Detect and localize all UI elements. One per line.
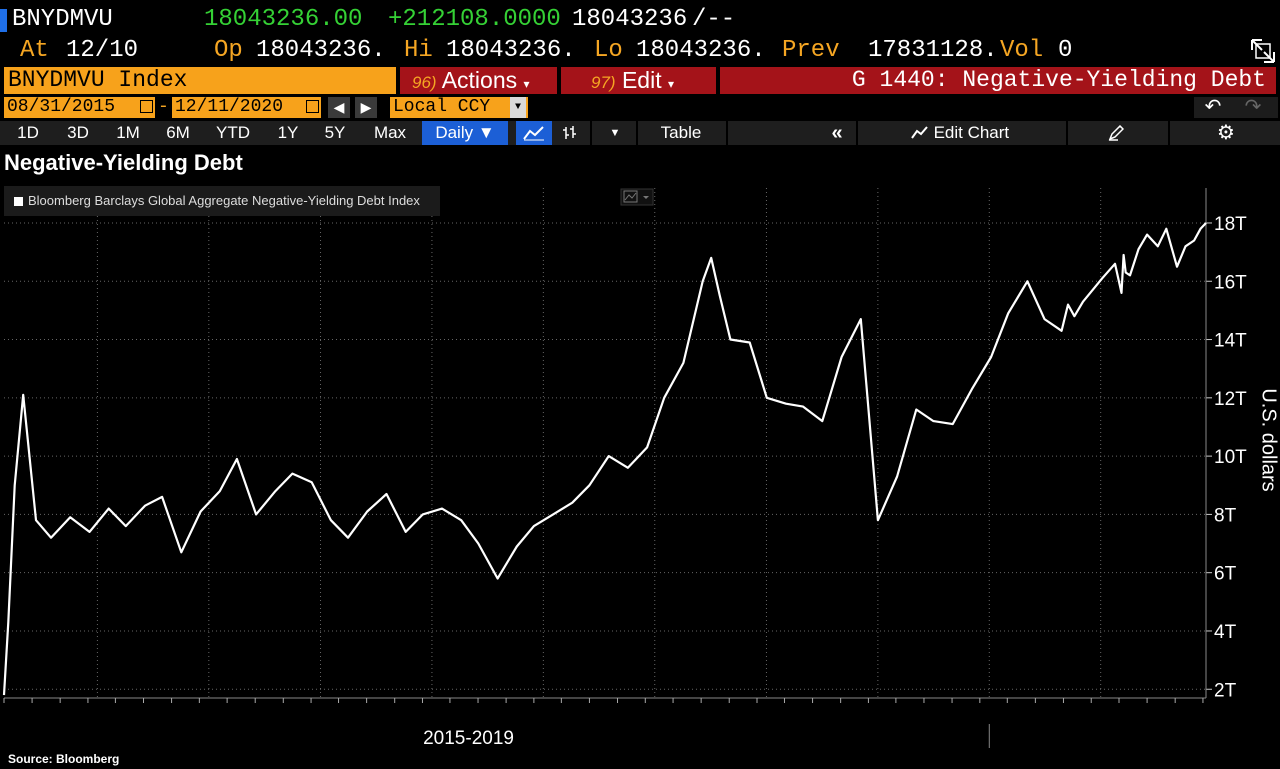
chart-title: Negative-Yielding Debt	[4, 150, 243, 175]
chevron-down-icon: ▾	[523, 77, 530, 91]
period-6m-button[interactable]: 6M	[166, 123, 190, 142]
edit-chart-icon	[911, 126, 928, 139]
source-note: Source: Bloomberg	[8, 752, 120, 766]
collapse-icon[interactable]: «	[831, 122, 843, 144]
date-range-bar: 08/31/2015 - 12/11/2020 ◀ ▶ Local CCY ▼ …	[0, 97, 1280, 119]
currency-value: Local CCY	[393, 97, 491, 117]
chevron-down-icon: ▾	[668, 77, 675, 91]
edit-chart-label: Edit Chart	[933, 123, 1010, 142]
period-1d-button[interactable]: 1D	[17, 123, 39, 142]
y-tick-label: 18T	[1214, 214, 1247, 235]
period-ytd-button[interactable]: YTD	[216, 123, 250, 142]
actions-label: Actions	[441, 67, 518, 93]
function-title: G 1440: Negative-Yielding Debt	[720, 67, 1276, 94]
start-date-field[interactable]: 08/31/2015	[4, 97, 155, 118]
x-axis-label: 2015-2019	[423, 728, 514, 749]
stats-row: At 12/10 Op 18043236. Hi 18043236. Lo 18…	[0, 37, 1280, 65]
start-date-value: 08/31/2015	[7, 97, 116, 117]
low-label: Lo	[594, 37, 623, 64]
actions-menu[interactable]: 96) Actions ▾	[400, 67, 557, 94]
toolbar-divider	[590, 121, 592, 145]
ask-price: /--	[692, 6, 736, 33]
last-price: 18043236.00	[204, 6, 363, 33]
high-label: Hi	[404, 37, 433, 64]
y-tick-label: 2T	[1214, 680, 1237, 701]
undo-redo-group	[1194, 97, 1278, 118]
period-toolbar: 1D 3D 1M 6M YTD 1Y 5Y Max Daily ▼ ▼ Tabl…	[0, 121, 1280, 145]
redo-icon[interactable]: ↷	[1244, 96, 1262, 118]
chevron-down-icon[interactable]: ▼	[510, 97, 526, 118]
high-value: 18043236.	[446, 37, 576, 64]
end-date-field[interactable]: 12/11/2020	[172, 97, 321, 118]
security-input[interactable]: BNYDMVU Index	[4, 67, 396, 94]
ticker-marker	[0, 9, 7, 32]
calendar-icon[interactable]	[306, 100, 319, 113]
chart-plot: 2T 4T 6T 8T 10T 12T 14T 16T 18T 2015-2019	[2, 188, 1247, 749]
y-tick-label: 16T	[1214, 272, 1247, 293]
actions-number: 96)	[412, 73, 437, 92]
chart-options-icon[interactable]	[620, 188, 654, 206]
command-bar: BNYDMVU Index 96) Actions ▾ 97) Edit ▾ G…	[0, 67, 1280, 94]
prev-label: Prev	[782, 37, 840, 64]
chevron-down-icon[interactable]: ▼	[609, 127, 621, 139]
y-tick-label: 4T	[1214, 622, 1237, 643]
chart-legend[interactable]: Bloomberg Barclays Global Aggregate Nega…	[4, 186, 440, 216]
y-tick-label: 12T	[1214, 389, 1247, 410]
y-tick-label: 14T	[1214, 331, 1247, 352]
toolbar-divider	[1066, 121, 1068, 145]
period-1m-button[interactable]: 1M	[116, 123, 140, 142]
vol-label: Vol	[1000, 37, 1044, 64]
toolbar-divider	[726, 121, 728, 145]
period-5y-button[interactable]: 5Y	[324, 123, 346, 142]
ticker[interactable]: BNYDMVU	[12, 6, 113, 33]
toolbar-divider	[636, 121, 638, 145]
chevron-down-icon: ▼	[477, 123, 495, 142]
period-max-button[interactable]: Max	[373, 123, 407, 142]
y-tick-label: 10T	[1214, 447, 1247, 468]
price-change: +212108.0000	[388, 6, 561, 33]
legend-swatch	[14, 197, 23, 206]
date-separator: -	[158, 97, 169, 117]
y-tick-label: 8T	[1214, 505, 1237, 526]
next-period-button[interactable]: ▶	[355, 97, 377, 118]
line-chart-icon[interactable]	[516, 121, 552, 145]
end-date-value: 12/11/2020	[175, 97, 284, 117]
gear-icon[interactable]: ⚙	[1217, 122, 1235, 144]
legend-label: Bloomberg Barclays Global Aggregate Nega…	[28, 193, 420, 208]
y-tick-label: 6T	[1214, 564, 1237, 585]
candlestick-icon[interactable]	[556, 121, 584, 145]
annotate-icon[interactable]	[1098, 121, 1134, 145]
edit-chart-button[interactable]: Edit Chart	[880, 121, 1040, 145]
prev-value: 17831128.	[868, 37, 998, 64]
period-3d-button[interactable]: 3D	[67, 123, 89, 142]
table-button[interactable]: Table	[660, 123, 702, 142]
edit-number: 97)	[591, 73, 616, 92]
period-1y-button[interactable]: 1Y	[277, 123, 299, 142]
previous-period-button[interactable]: ◀	[328, 97, 350, 118]
open-label: Op	[214, 37, 243, 64]
frequency-select[interactable]: Daily ▼	[422, 121, 508, 145]
edit-label: Edit	[621, 67, 662, 93]
open-value: 18043236.	[256, 37, 386, 64]
toolbar-divider	[856, 121, 858, 145]
bid-price: 18043236	[572, 6, 688, 33]
at-date: 12/10	[66, 37, 139, 64]
undo-icon[interactable]: ↶	[1204, 96, 1222, 118]
calendar-icon[interactable]	[140, 100, 153, 113]
series-line	[2, 222, 1207, 696]
quote-row: BNYDMVU 18043236.00 +212108.0000 1804323…	[0, 4, 1280, 34]
edit-menu[interactable]: 97) Edit ▾	[561, 67, 716, 94]
at-label: At	[20, 37, 49, 64]
fullscreen-icon[interactable]	[1250, 38, 1276, 64]
frequency-value: Daily	[435, 123, 474, 142]
y-axis-title: U.S. dollars	[1257, 388, 1280, 492]
currency-select[interactable]: Local CCY ▼	[390, 97, 528, 118]
toolbar-divider	[1168, 121, 1170, 145]
low-value: 18043236.	[636, 37, 766, 64]
vol-value: 0	[1058, 37, 1073, 64]
